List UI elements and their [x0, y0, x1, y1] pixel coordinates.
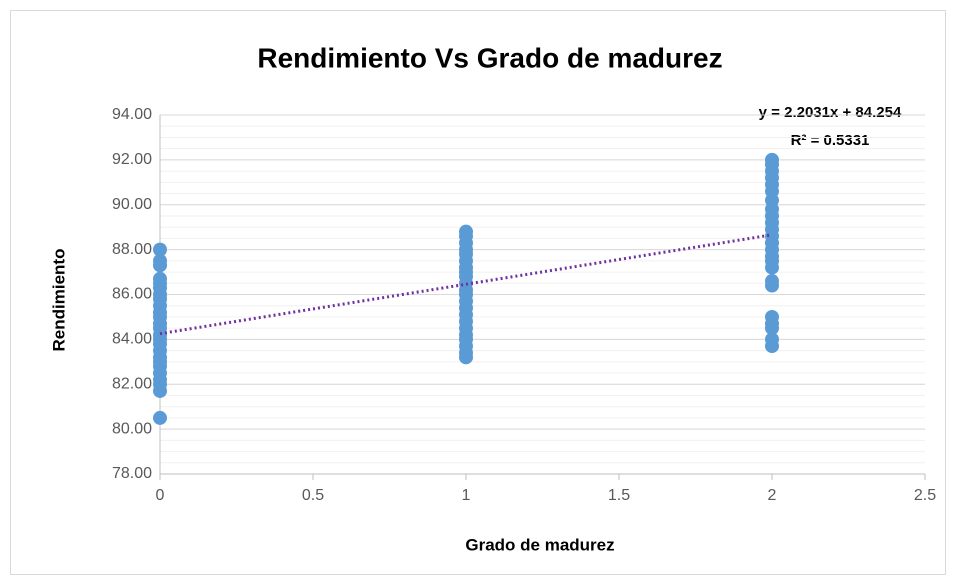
point: [459, 350, 473, 365]
point: [765, 260, 779, 275]
r-squared: R² = 0.5331: [791, 132, 870, 149]
y-axis-title: Rendimiento: [49, 249, 68, 352]
x-tick-label: 1: [462, 487, 471, 504]
point: [765, 321, 779, 336]
y-tick-label: 78.00: [112, 465, 152, 482]
y-tick-label: 80.00: [112, 420, 152, 437]
x-tick-label: 0: [156, 487, 165, 504]
point: [765, 339, 779, 354]
point: [153, 258, 167, 273]
x-tick-label: 1.5: [608, 487, 630, 504]
x-tick-label: 2: [768, 487, 777, 504]
y-tick-label: 92.00: [112, 151, 152, 168]
y-tick-label: 94.00: [112, 106, 152, 123]
x-axis-title: Grado de madurez: [465, 535, 614, 554]
y-tick-label: 90.00: [112, 196, 152, 213]
point: [153, 242, 167, 257]
y-tick-label: 84.00: [112, 331, 152, 348]
trendline: [159, 233, 773, 336]
y-tick-label: 88.00: [112, 241, 152, 258]
x-tick-label: 0.5: [302, 487, 324, 504]
y-tick-label: 82.00: [112, 375, 152, 392]
y-tick-label: 86.00: [112, 286, 152, 303]
x-tick-label: 2.5: [914, 487, 936, 504]
point: [765, 278, 779, 293]
point: [153, 383, 167, 398]
trendline-equation: y = 2.2031x + 84.254: [759, 104, 902, 121]
point: [153, 410, 167, 425]
chart-title: Rendimiento Vs Grado de madurez: [257, 42, 722, 73]
